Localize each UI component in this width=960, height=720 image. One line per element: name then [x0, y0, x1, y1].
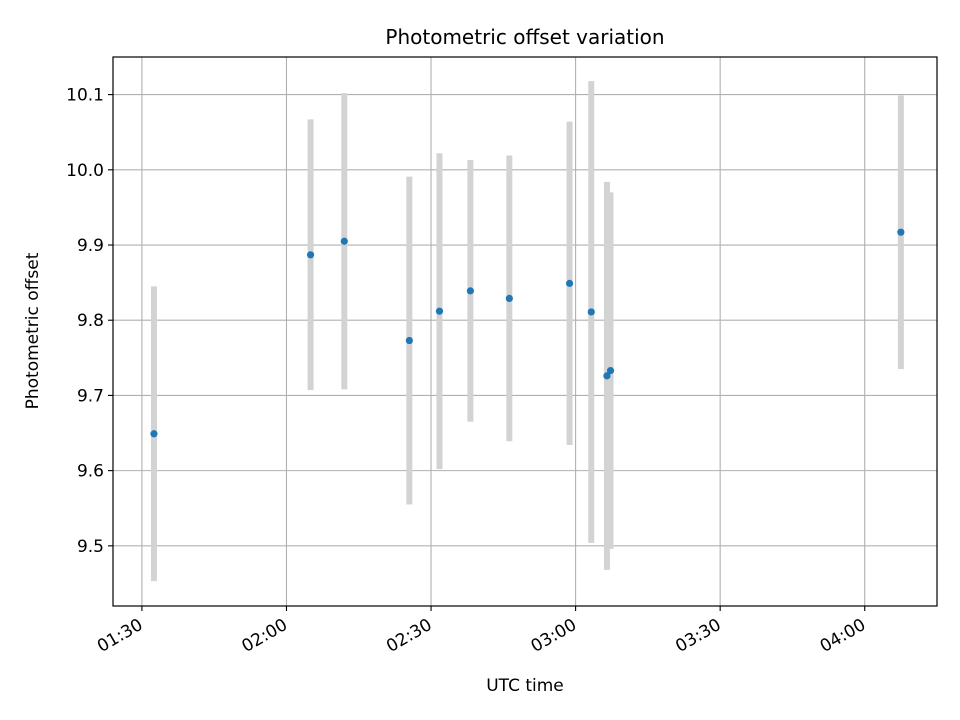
y-tick-label: 9.6: [77, 462, 104, 482]
data-point: [306, 251, 315, 259]
data-point: [150, 430, 158, 438]
data-point: [405, 336, 413, 345]
plot-frame: [112, 56, 938, 607]
data-point: [606, 367, 615, 375]
x-axis-label: UTC time: [486, 676, 564, 696]
y-tick-label: 9.8: [77, 311, 104, 331]
data-point: [466, 287, 474, 295]
y-tick-label: 9.9: [77, 236, 104, 256]
data-point: [505, 294, 513, 303]
data-point: [603, 372, 611, 380]
data-point: [897, 228, 905, 236]
data-point: [565, 279, 574, 287]
data-point: [435, 307, 444, 315]
y-tick-label: 10.0: [66, 161, 104, 181]
y-tick-label: 10.1: [66, 86, 104, 106]
y-axis-label: Photometric offset: [23, 252, 43, 409]
y-tick-label: 9.7: [77, 386, 104, 406]
data-point: [340, 237, 348, 245]
data-point: [587, 308, 595, 316]
grid-layer: [113, 57, 937, 606]
y-tick-label: 9.5: [77, 537, 104, 557]
point-layer: [150, 228, 905, 438]
chart-title: Photometric offset variation: [385, 25, 664, 49]
